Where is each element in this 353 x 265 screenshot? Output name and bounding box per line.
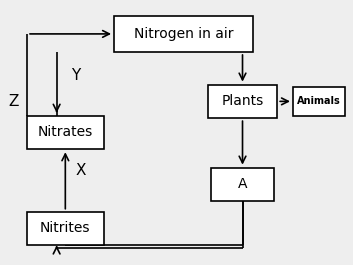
Bar	[27, 212, 103, 245]
Bar	[293, 87, 345, 116]
Text: Nitrites: Nitrites	[40, 222, 91, 236]
Text: A: A	[238, 177, 247, 191]
Text: Nitrogen in air: Nitrogen in air	[134, 27, 233, 41]
Bar	[27, 116, 103, 149]
Text: Z: Z	[9, 94, 19, 109]
Text: Animals: Animals	[297, 96, 341, 106]
Text: X: X	[76, 163, 86, 178]
Bar	[114, 16, 253, 52]
Bar	[208, 85, 277, 118]
Text: Nitrates: Nitrates	[38, 126, 93, 139]
Text: Y: Y	[71, 68, 80, 83]
Bar	[211, 167, 274, 201]
Text: Plants: Plants	[221, 94, 264, 108]
